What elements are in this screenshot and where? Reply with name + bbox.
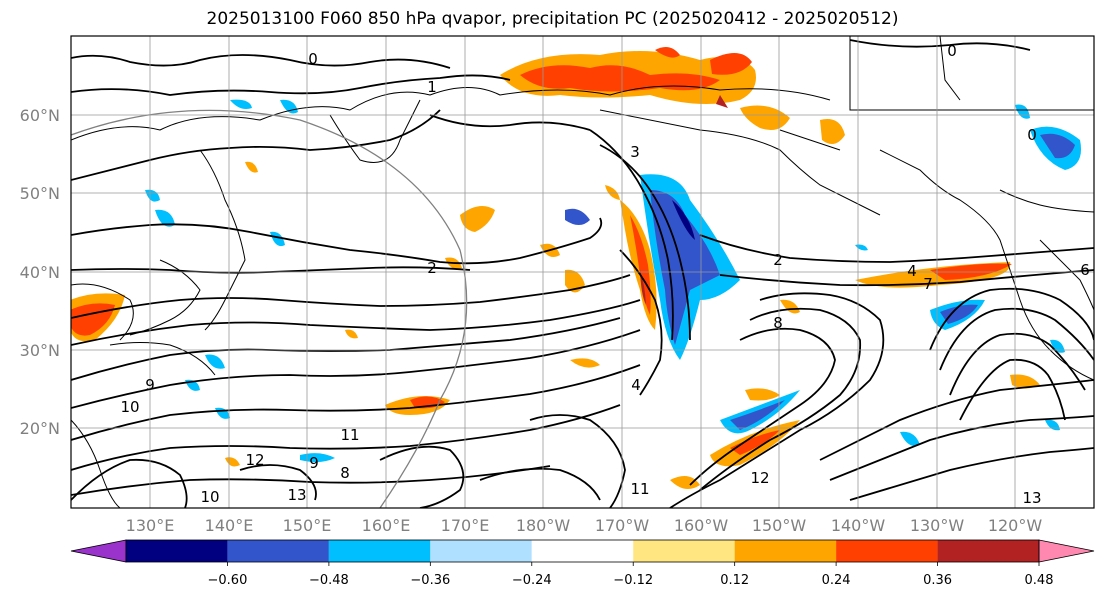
colorbar-tick-label: −0.24 [512, 573, 552, 588]
colorbar-extend-high [1038, 539, 1095, 563]
lon-label: 170°W [595, 516, 650, 535]
lat-label: 20°N [20, 419, 60, 438]
colorbar-segment [836, 540, 938, 562]
qvapor-contours [71, 39, 1094, 508]
colorbar-segment [227, 540, 329, 562]
colorbar-extend-low [70, 539, 127, 563]
contour-label: 7 [923, 275, 933, 293]
colorbar-segment [328, 540, 431, 562]
contour-label: 4 [907, 262, 917, 280]
contour-label: 4 [631, 376, 641, 394]
colorbar-segment [126, 540, 228, 562]
lat-label: 40°N [20, 263, 60, 282]
great-circle [71, 109, 468, 508]
colorbar-segment [734, 540, 837, 562]
contour-label: 13 [287, 486, 306, 504]
lon-label: 160°E [362, 516, 411, 535]
colorbar-tick-label: 0.48 [1025, 573, 1054, 588]
contour-label: 8 [773, 314, 783, 332]
contour-label: 11 [340, 426, 359, 444]
colorbar-tick-label: 0.36 [923, 573, 952, 588]
colorbar-segment [937, 540, 1039, 562]
lon-label: 140°E [205, 516, 254, 535]
contour-label: 0 [947, 42, 957, 60]
colorbar-segment [633, 540, 735, 562]
contour-label: 10 [200, 488, 219, 506]
colorbar-tick-label: 0.12 [720, 573, 749, 588]
lat-label: 30°N [20, 341, 60, 360]
lat-label: 50°N [20, 184, 60, 203]
precip-negative-shading [145, 99, 1081, 463]
contour-label: 9 [145, 376, 155, 394]
colorbar-tick-label: −0.12 [613, 573, 653, 588]
colorbar-segment [430, 540, 532, 562]
latitude-labels: 60°N 50°N 40°N 30°N 20°N [20, 106, 60, 438]
lon-label: 150°E [283, 516, 332, 535]
lat-label: 60°N [20, 106, 60, 125]
contour-label: 1 [427, 78, 437, 96]
graticule [71, 36, 1094, 508]
contour-label: 12 [245, 451, 264, 469]
map-title: 2025013100 F060 850 hPa qvapor, precipit… [206, 9, 899, 29]
contour-label: 2 [427, 259, 437, 277]
lon-label: 130°W [910, 516, 965, 535]
lon-label: 120°W [988, 516, 1043, 535]
contour-label: 3 [630, 143, 640, 161]
colorbar-outline [125, 539, 1040, 563]
lon-label: 130°E [126, 516, 175, 535]
map-frame [70, 35, 1095, 509]
contour-label: 13 [1022, 489, 1041, 507]
contour-label: 0 [308, 50, 318, 68]
contour-label: 10 [120, 398, 139, 416]
lon-label: 150°W [752, 516, 807, 535]
lon-label: 180°W [516, 516, 571, 535]
contour-label: 6 [1080, 261, 1090, 279]
contour-label: 9 [309, 454, 319, 472]
lon-label: 140°W [831, 516, 886, 535]
colorbar-tick-label: −0.48 [309, 573, 349, 588]
colorbar: −0.60 −0.48 −0.36 −0.24 −0.12 0.12 0.24 0.36 0.4… [70, 539, 1095, 588]
contour-label: 0 [1027, 126, 1037, 144]
lon-label: 170°E [441, 516, 490, 535]
contour-label: 11 [630, 480, 649, 498]
contour-label: 2 [773, 251, 783, 269]
colorbar-tick-label: −0.60 [208, 573, 248, 588]
colorbar-tick-label: −0.36 [410, 573, 450, 588]
longitude-labels: 130°E 140°E 150°E 160°E 170°E 180°W 170°W 160°W… [126, 516, 1043, 535]
contour-label: 8 [340, 464, 350, 482]
colorbar-segment [531, 540, 634, 562]
colorbar-tick-label: 0.24 [822, 573, 851, 588]
lon-label: 160°W [674, 516, 729, 535]
contour-label: 12 [750, 469, 769, 487]
